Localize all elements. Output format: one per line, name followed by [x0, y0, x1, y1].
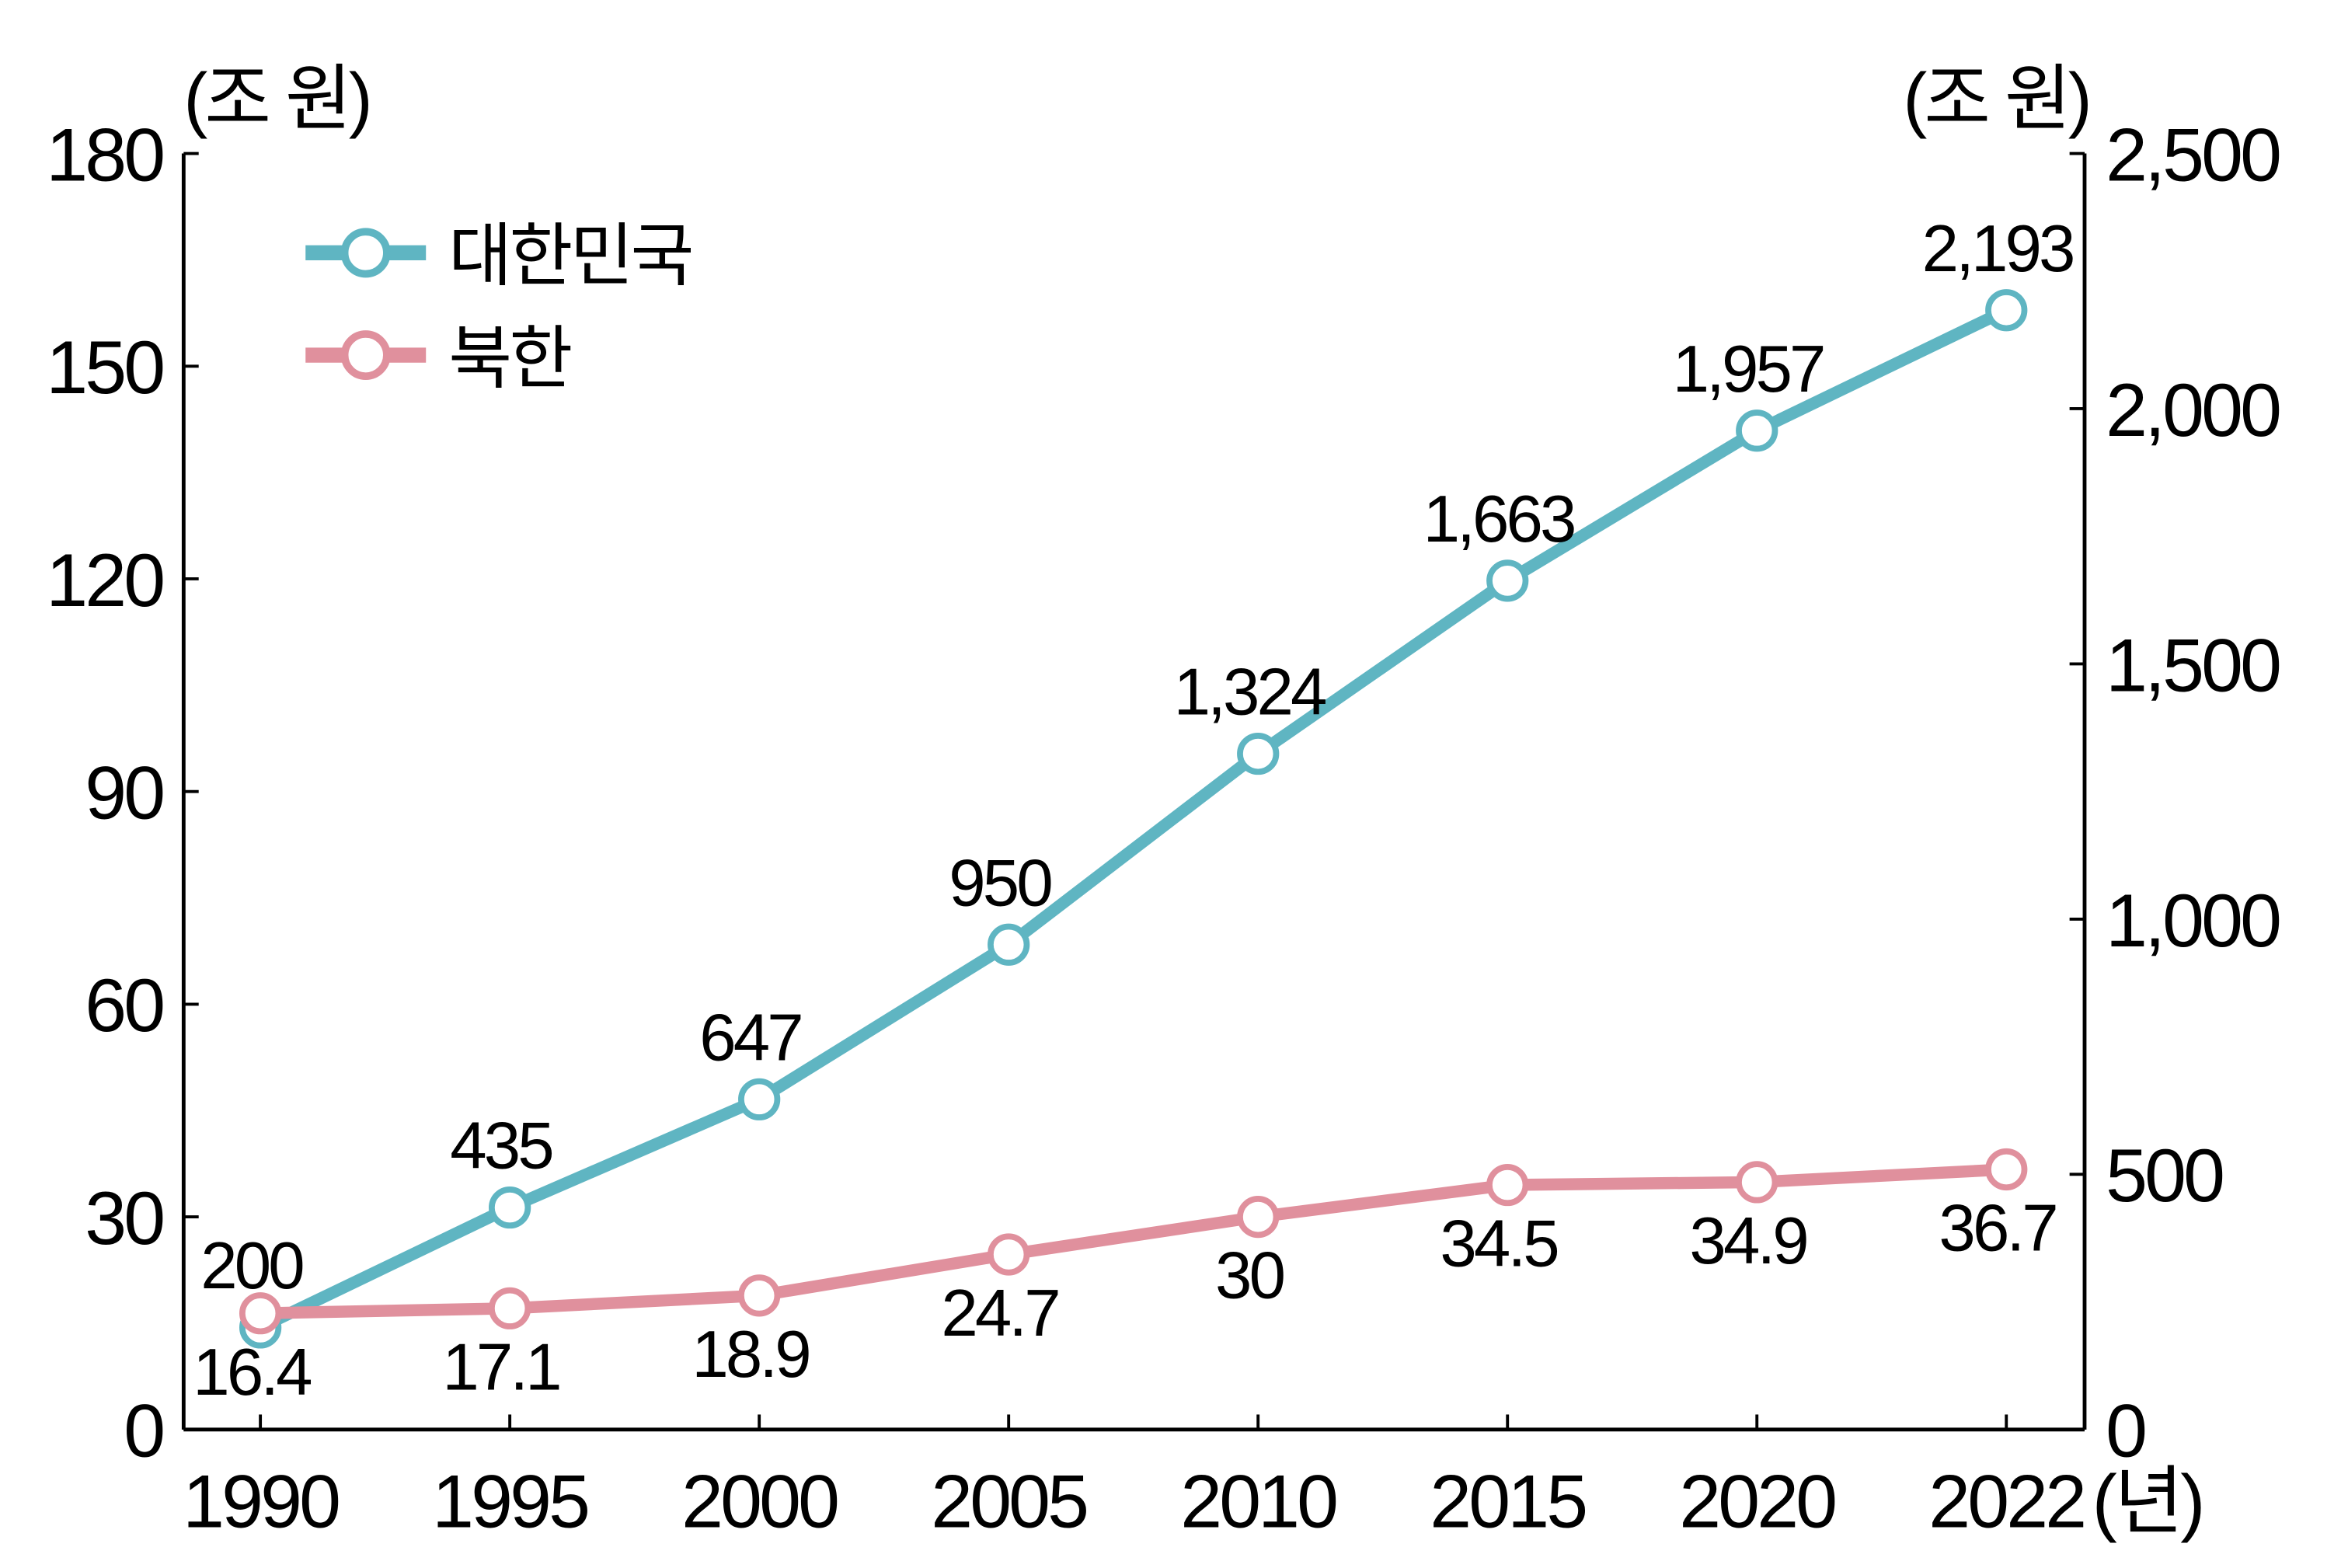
data-point: [1486, 1163, 1529, 1207]
data-label: 1,324: [1174, 656, 1326, 730]
data-point: [239, 1292, 282, 1335]
data-label: 950: [949, 846, 1051, 920]
data-label: 36.7: [1939, 1192, 2056, 1266]
right-tick-label: 2,500: [2106, 112, 2280, 197]
left-tick-label: 30: [85, 1176, 163, 1260]
left-tick-label: 0: [124, 1389, 163, 1473]
data-label: 16.4: [193, 1336, 311, 1409]
series-line: [260, 1163, 2007, 1319]
data-point: [1486, 559, 1529, 602]
right-axis-unit: (조 원): [1903, 58, 2088, 139]
data-label: 1,957: [1673, 333, 1824, 406]
data-point: [1985, 289, 2028, 332]
x-tick-label: 2015: [1430, 1459, 1585, 1544]
data-label: 2,193: [1922, 212, 2073, 286]
data-label: 34.5: [1440, 1207, 1557, 1281]
data-label: 435: [450, 1110, 552, 1183]
data-point: [738, 1274, 781, 1317]
data-label: 30: [1215, 1239, 1284, 1313]
data-point: [1237, 732, 1280, 775]
legend-label: 대한민국: [448, 217, 691, 294]
data-label: 647: [699, 1001, 801, 1075]
right-tick-label: 500: [2106, 1133, 2223, 1218]
right-tick-label: 1,500: [2106, 622, 2280, 707]
x-tick-label: 1990: [183, 1459, 339, 1544]
data-point: [489, 1287, 531, 1329]
legend-marker: [340, 330, 391, 381]
data-label: 18.9: [692, 1318, 809, 1392]
data-point: [988, 923, 1030, 966]
legend-label: 북한: [448, 319, 570, 397]
left-tick-label: 120: [46, 538, 163, 622]
legend-marker: [340, 228, 391, 278]
data-point: [1736, 409, 1778, 452]
x-tick-label: 2010: [1180, 1459, 1336, 1544]
data-point: [1736, 1161, 1778, 1204]
right-tick-label: 1,000: [2106, 878, 2280, 963]
series-line: [257, 305, 2009, 1333]
data-point: [738, 1078, 781, 1120]
data-point: [988, 1233, 1030, 1276]
data-label: 24.7: [941, 1277, 1058, 1350]
data-label: 200: [200, 1229, 303, 1303]
x-tick-label: 2005: [931, 1459, 1086, 1544]
data-point: [1237, 1195, 1280, 1239]
left-tick-label: 150: [46, 325, 163, 409]
data-label: 1,663: [1423, 483, 1574, 556]
x-tick-label: 2000: [681, 1459, 838, 1544]
data-label: 34.9: [1689, 1204, 1806, 1278]
x-axis-unit: (년): [2092, 1459, 2203, 1544]
left-tick-label: 60: [85, 963, 163, 1047]
x-tick-label: 2020: [1679, 1459, 1835, 1544]
right-tick-label: 0: [2106, 1389, 2145, 1473]
data-label: 17.1: [442, 1330, 559, 1404]
right-tick-label: 2,000: [2106, 368, 2280, 452]
data-point: [489, 1186, 531, 1229]
left-tick-label: 90: [85, 751, 163, 835]
left-tick-label: 180: [46, 112, 163, 197]
left-axis-unit: (조 원): [183, 58, 369, 139]
x-tick-label: 2022: [1928, 1459, 2084, 1544]
x-tick-label: 1995: [432, 1459, 587, 1544]
data-point: [1985, 1148, 2028, 1191]
